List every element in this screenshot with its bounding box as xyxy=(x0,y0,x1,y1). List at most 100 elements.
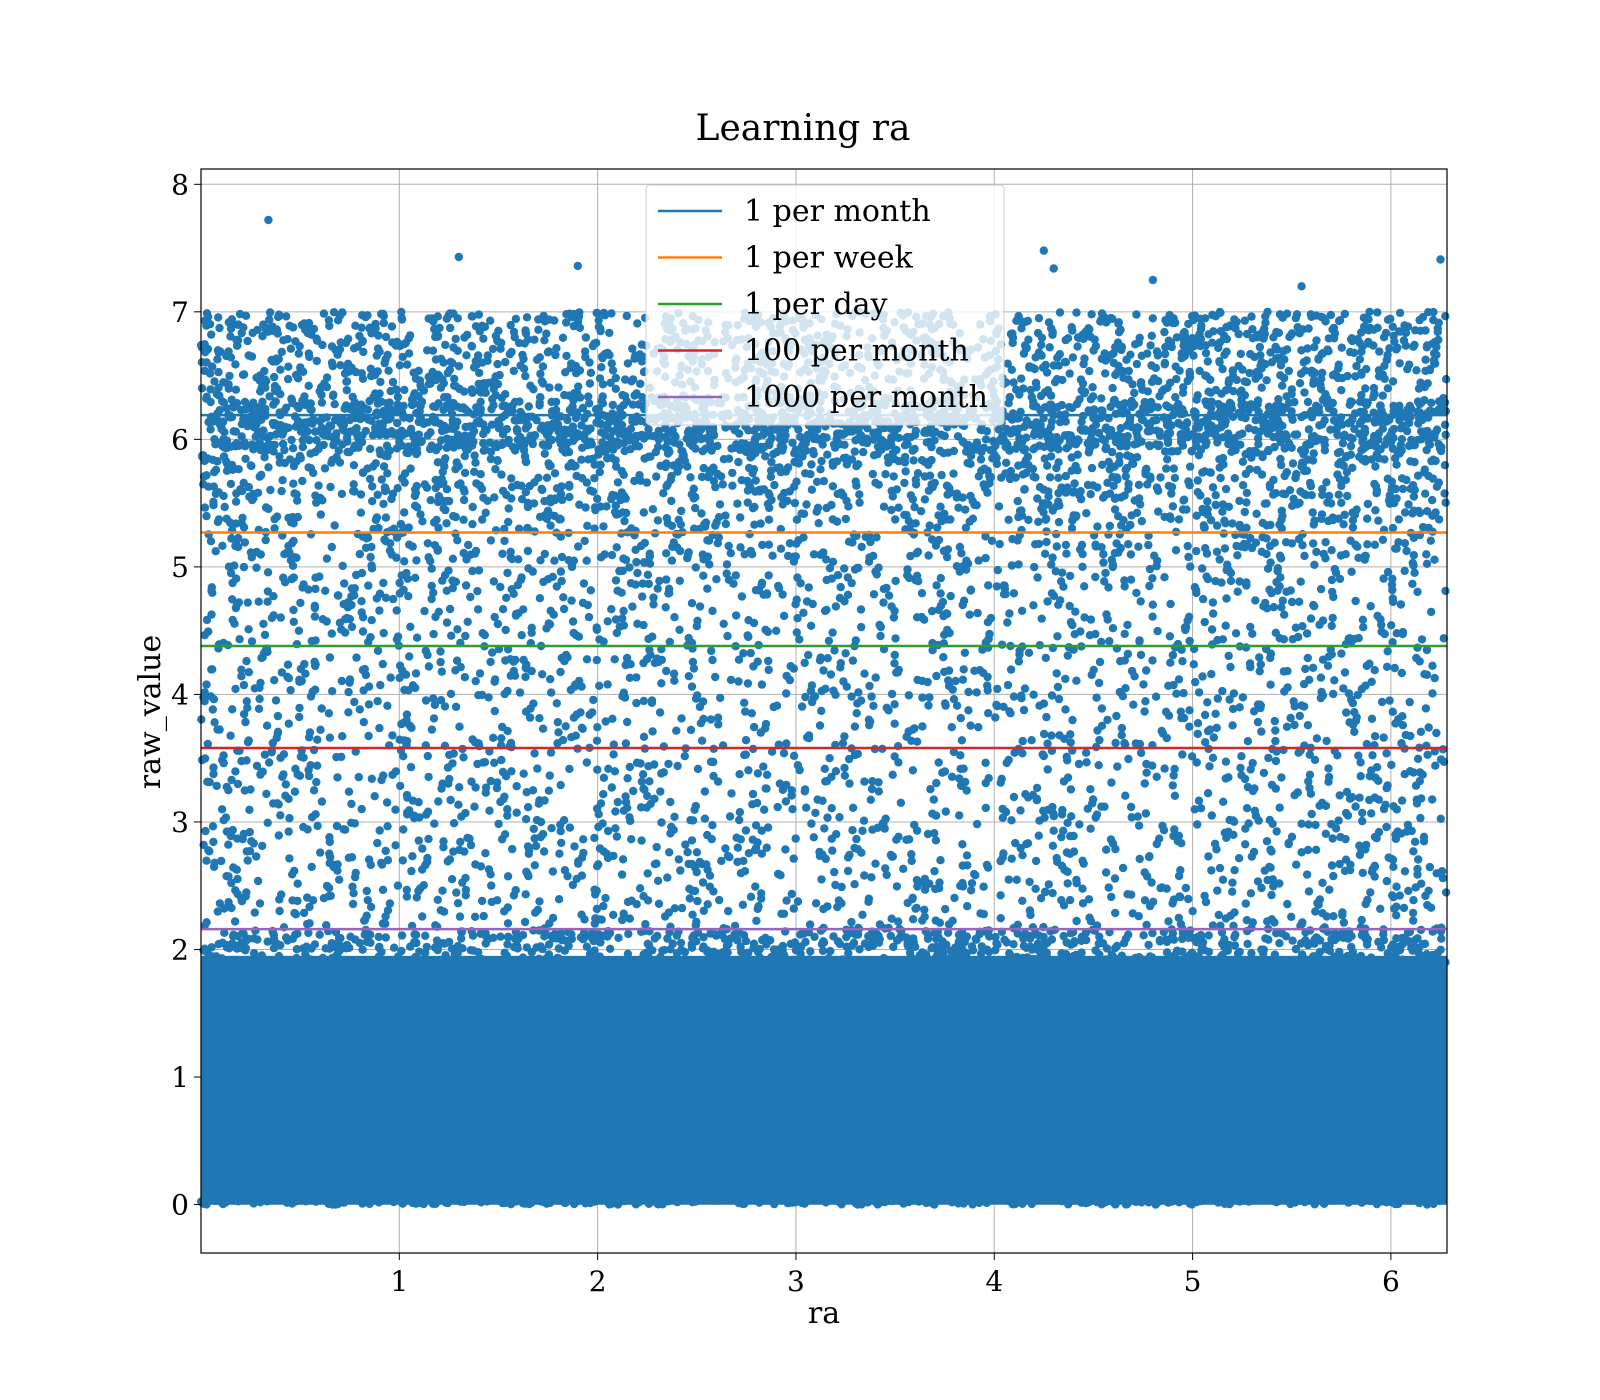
scatter-point xyxy=(311,957,320,966)
scatter-point xyxy=(779,749,789,758)
scatter-point xyxy=(1191,677,1200,687)
scatter-point xyxy=(347,818,356,827)
scatter-point xyxy=(675,576,684,585)
scatter-point xyxy=(913,878,923,887)
scatter-point xyxy=(620,1196,629,1206)
scatter-point xyxy=(768,551,777,560)
scatter-point xyxy=(297,957,306,966)
scatter-point xyxy=(1129,700,1138,709)
scatter-point xyxy=(1207,669,1216,679)
scatter-point xyxy=(608,366,618,375)
scatter-point xyxy=(890,700,899,709)
scatter-point xyxy=(628,344,637,353)
scatter-point xyxy=(1093,1197,1102,1207)
scatter-point xyxy=(1221,757,1231,766)
scatter-point xyxy=(455,783,464,792)
scatter-point xyxy=(1122,1200,1132,1209)
scatter-point xyxy=(709,771,718,781)
scatter-point xyxy=(1212,723,1222,733)
scatter-point xyxy=(890,659,899,668)
scatter-point xyxy=(1170,764,1179,774)
scatter-point xyxy=(827,772,836,782)
scatter-point xyxy=(711,930,720,939)
scatter-point xyxy=(686,725,696,735)
scatter-point xyxy=(1162,948,1172,957)
scatter-point xyxy=(1148,612,1157,621)
scatter-point xyxy=(532,355,542,364)
scatter-point xyxy=(973,608,982,618)
scatter-point xyxy=(733,936,742,945)
scatter-point xyxy=(1094,939,1104,948)
scatter-point xyxy=(1243,939,1252,949)
scatter-point xyxy=(594,822,603,832)
scatter-point xyxy=(1178,657,1187,666)
scatter-point xyxy=(1128,909,1138,918)
scatter-point xyxy=(1345,718,1354,727)
scatter-point xyxy=(843,929,853,938)
scatter-point xyxy=(955,542,965,552)
scatter-point xyxy=(908,893,917,902)
scatter-point xyxy=(379,578,388,588)
scatter-point xyxy=(450,950,460,959)
scatter-point xyxy=(867,784,877,794)
scatter-point xyxy=(809,833,818,842)
scatter-point xyxy=(375,723,384,733)
scatter-point xyxy=(1266,348,1275,357)
scatter-point xyxy=(413,963,422,972)
scatter-point xyxy=(1134,821,1144,830)
scatter-point xyxy=(295,703,304,713)
scatter-point xyxy=(350,697,359,707)
scatter-point xyxy=(379,462,389,471)
scatter-point xyxy=(285,854,294,863)
scatter-point xyxy=(1310,602,1319,611)
scatter-point xyxy=(781,962,790,971)
scatter-point xyxy=(1226,576,1236,586)
scatter-point xyxy=(613,797,622,807)
scatter-point xyxy=(789,904,798,913)
scatter-point xyxy=(602,502,611,511)
scatter-point xyxy=(1305,750,1315,759)
scatter-point xyxy=(276,365,285,374)
scatter-point xyxy=(1341,550,1350,559)
scatter-point xyxy=(667,556,677,565)
scatter-point xyxy=(449,847,458,856)
scatter-point xyxy=(805,956,814,965)
scatter-point xyxy=(713,777,723,786)
scatter-point xyxy=(743,631,752,640)
scatter-point xyxy=(1069,847,1079,856)
scatter-point xyxy=(610,655,619,664)
scatter-point xyxy=(1310,755,1320,765)
scatter-point xyxy=(516,361,525,370)
scatter-point xyxy=(1269,1196,1278,1206)
scatter-point xyxy=(530,749,539,758)
scatter-point xyxy=(703,584,712,593)
scatter-point xyxy=(1413,864,1422,874)
scatter-point xyxy=(1208,921,1218,930)
scatter-point xyxy=(317,797,327,806)
scatter-point xyxy=(1207,866,1216,875)
scatter-point xyxy=(252,761,262,771)
scatter-point xyxy=(578,598,588,608)
scatter-point xyxy=(1437,934,1446,943)
scatter-point xyxy=(1086,785,1095,794)
scatter-point xyxy=(479,964,488,973)
scatter-point xyxy=(874,787,883,796)
scatter-point xyxy=(877,1194,886,1203)
scatter-point xyxy=(1308,663,1318,672)
scatter-point xyxy=(1043,765,1052,774)
scatter-point xyxy=(796,949,805,958)
scatter-point xyxy=(1291,623,1301,632)
scatter-point xyxy=(333,950,342,959)
scatter-point xyxy=(528,786,538,795)
scatter-point xyxy=(1282,722,1292,731)
scatter-point xyxy=(1358,816,1367,826)
scatter-point xyxy=(827,804,836,813)
scatter-point xyxy=(568,402,577,411)
scatter-point xyxy=(1049,809,1058,818)
scatter-point xyxy=(1207,625,1217,634)
scatter-point xyxy=(1271,756,1281,766)
scatter-point xyxy=(366,860,375,870)
scatter-point xyxy=(590,1197,599,1206)
scatter-point xyxy=(1027,736,1036,745)
scatter-point xyxy=(809,962,819,972)
